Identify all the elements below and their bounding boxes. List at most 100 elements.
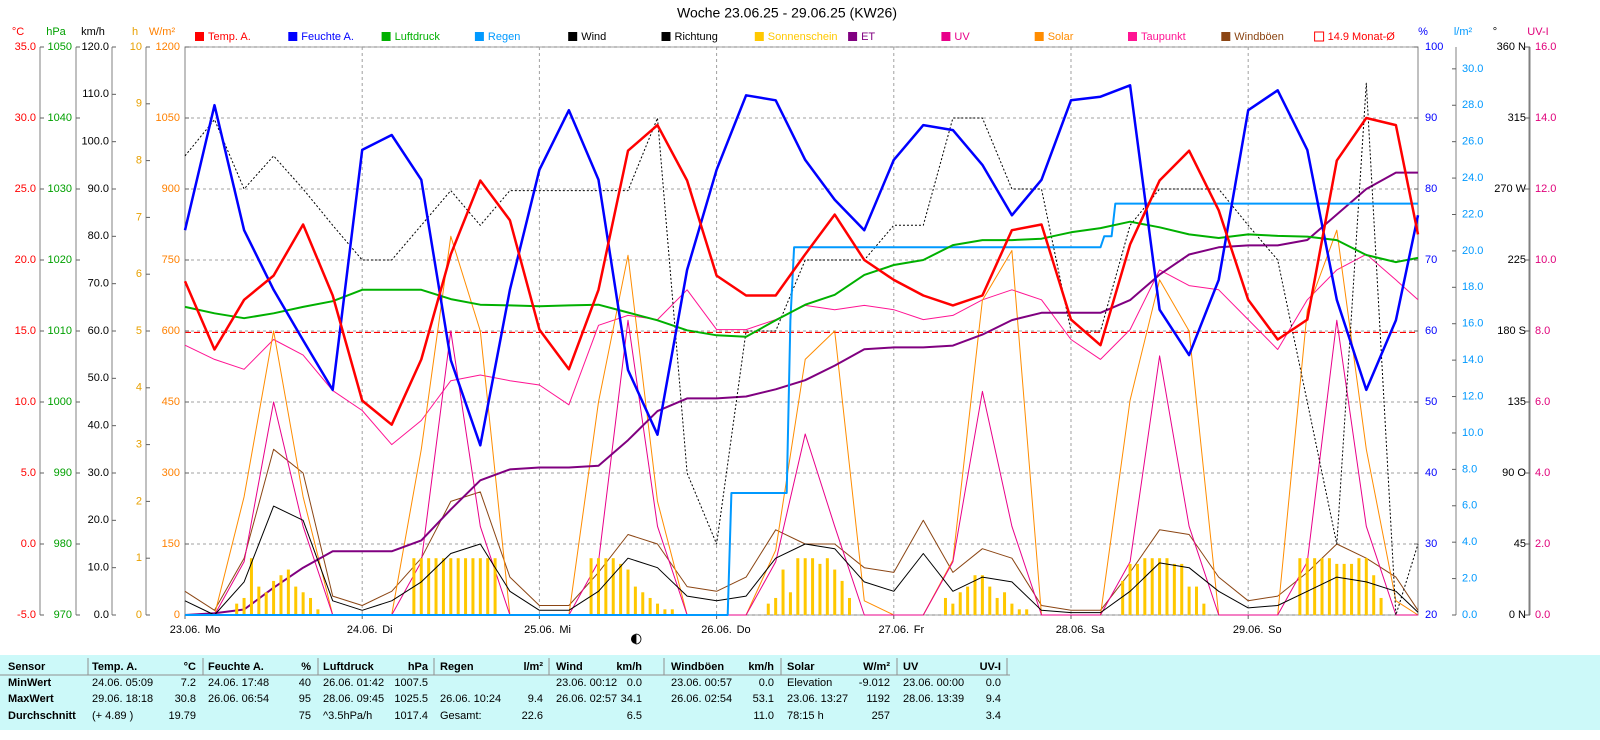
sunshine-bar	[1158, 558, 1162, 615]
sunshine-bar	[980, 575, 984, 615]
y-tick-label: 1040	[48, 112, 72, 124]
sunshine-bar	[670, 609, 674, 615]
x-weekday-label: Mo	[205, 624, 220, 636]
sunshine-bar	[796, 558, 800, 615]
y-tick-label: 150	[162, 538, 180, 550]
y-tick-label: 180 S	[1497, 325, 1526, 337]
table-cell: 257	[872, 710, 890, 722]
table-cell: 1007.5	[394, 677, 428, 689]
y-tick-label: 70.0	[88, 278, 109, 290]
x-tick-label: 26.06.	[701, 624, 732, 636]
sunshine-bar	[803, 558, 807, 615]
legend-label: Luftdruck	[395, 31, 441, 43]
sunshine-bar	[1357, 558, 1361, 615]
x-weekday-label: Fr	[914, 624, 925, 636]
y-tick-label: 110.0	[82, 88, 109, 100]
table-cell: 24.06. 05:09	[92, 677, 153, 689]
sunshine-bar	[257, 586, 261, 615]
table-cell: 34.1	[621, 693, 642, 705]
axis-title: h	[132, 26, 138, 38]
sunshine-bar	[1342, 563, 1346, 615]
y-tick-label: 35.0	[15, 41, 36, 53]
legend-swatch	[941, 32, 951, 41]
y-tick-label: 1050	[48, 41, 72, 53]
x-weekday-label: So	[1268, 624, 1281, 636]
table-cell: 53.1	[753, 693, 774, 705]
sunshine-bar	[1180, 563, 1184, 615]
legend-swatch	[1314, 31, 1325, 42]
axis-title: %	[1418, 26, 1428, 38]
y-tick-label: 1010	[48, 325, 72, 337]
grid	[184, 46, 1418, 616]
table-cell: UV-I	[980, 661, 1001, 673]
series-line	[184, 82, 1419, 616]
x-weekday-label: Sa	[1091, 624, 1105, 636]
sunshine-bar	[833, 569, 837, 615]
moon-icon-half	[635, 633, 642, 645]
legend-swatch	[754, 32, 764, 41]
y-tick-label: 135	[1508, 396, 1526, 408]
x-tick-label: 25.06.	[524, 624, 555, 636]
y-tick-label: 20.0	[1462, 245, 1483, 257]
sunshine-bar	[316, 609, 320, 615]
sunshine-bar	[641, 592, 645, 615]
y-tick-label: 30.0	[1462, 63, 1483, 75]
table-cell: Temp. A.	[92, 661, 137, 673]
series	[183, 82, 1420, 616]
legend-label: Richtung	[675, 31, 718, 43]
y-tick-label: 270 W	[1494, 183, 1526, 195]
table-cell: -9.012	[859, 677, 890, 689]
sunshine-bar	[1128, 563, 1132, 615]
table-cell: W/m²	[863, 661, 890, 673]
table-cell: 26.06. 02:57	[556, 693, 617, 705]
sunshine-bar	[995, 597, 999, 615]
table-cell: Wind	[556, 661, 583, 673]
table-cell: 30.8	[175, 693, 196, 705]
sunshine-bar	[788, 592, 792, 615]
legend-swatch	[381, 32, 391, 41]
table-cell: 26.06. 01:42	[323, 677, 384, 689]
table-cell: 23.06. 00:57	[671, 677, 732, 689]
sunshine-bar	[619, 563, 623, 615]
table-cell: Sensor	[8, 661, 46, 673]
sunshine-bar	[1379, 597, 1383, 615]
y-tick-label: -5.0	[17, 609, 36, 621]
sunshine-bar	[966, 586, 970, 615]
sunshine-bar	[1017, 609, 1021, 615]
legend-swatch	[195, 32, 204, 41]
axis-title: l/m²	[1454, 26, 1473, 38]
y-tick-label: 10	[130, 41, 142, 53]
y-tick-label: 40.0	[88, 420, 109, 432]
sunshine-bar	[419, 558, 423, 615]
sunshine-bar	[1150, 558, 1154, 615]
y-tick-label: 5.0	[21, 467, 36, 479]
table-cell: 19.79	[168, 710, 196, 722]
y-tick-label: 60.0	[88, 325, 109, 337]
sunshine-bar	[648, 597, 652, 615]
y-tick-label: 300	[162, 467, 180, 479]
sunshine-bar	[486, 558, 490, 615]
axis-title: W/m²	[149, 26, 176, 38]
table-cell: 26.06. 02:54	[671, 693, 732, 705]
y-tick-label: 8.0	[1535, 325, 1550, 337]
y-tick-label: 100.0	[81, 136, 109, 148]
x-weekday-label: Di	[382, 624, 392, 636]
legend-swatch	[661, 32, 671, 41]
legend-swatch	[474, 32, 484, 41]
sunshine-bar	[1121, 580, 1125, 615]
table-cell: 24.06. 17:48	[208, 677, 269, 689]
sunshine-bar	[589, 558, 593, 615]
table-cell: Solar	[787, 661, 815, 673]
sunshine-bar	[301, 592, 305, 615]
sunshine-bar	[811, 558, 815, 615]
y-tick-label: 0.0	[1535, 609, 1550, 621]
y-tick-label: 1020	[48, 254, 72, 266]
y-tick-label: 22.0	[1462, 208, 1483, 220]
sunshine-bar	[242, 597, 246, 615]
y-tick-label: 3	[136, 439, 142, 451]
y-tick-label: 14.0	[1462, 354, 1483, 366]
table-cell: Elevation	[787, 677, 832, 689]
x-tick-label: 27.06.	[878, 624, 909, 636]
y-tick-label: 9	[136, 98, 142, 110]
y-tick-label: 14.0	[1535, 112, 1556, 124]
